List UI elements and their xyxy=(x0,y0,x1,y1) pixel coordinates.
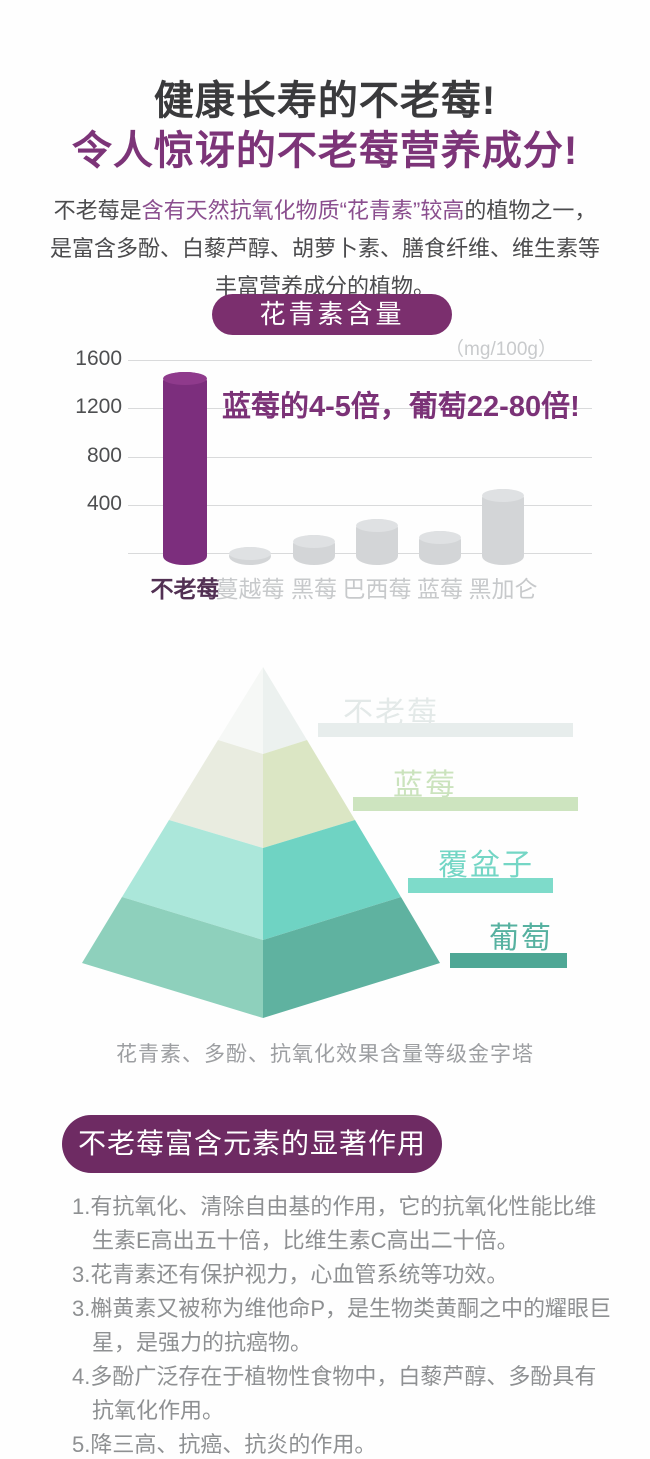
pyramid-bar-aronia xyxy=(318,723,573,737)
pyramid-tier4-right-face xyxy=(263,897,440,1018)
x-label-蓝莓: 蓝莓 xyxy=(417,576,463,602)
bar-黑莓 xyxy=(293,535,335,565)
bar-黑加仑 xyxy=(482,489,524,565)
bar-top-cap xyxy=(163,372,207,385)
x-label-黑加仑: 黑加仑 xyxy=(468,576,538,602)
gridline-1600 xyxy=(128,360,592,361)
bar-top-cap xyxy=(356,519,398,532)
x-label-黑莓: 黑莓 xyxy=(291,576,337,602)
chart-unit-label: （mg/100g） xyxy=(445,339,557,360)
pyramid-label-grape: 葡萄 xyxy=(489,922,553,955)
bar-top-cap xyxy=(419,531,461,544)
bar-巴西莓 xyxy=(356,519,398,565)
gridline-800 xyxy=(128,457,592,458)
pyramid-label-blueberry: 蓝莓 xyxy=(393,769,457,802)
chart-annotation: 蓝莓的4-5倍，葡萄22-80倍! xyxy=(222,391,580,423)
benefits-list: 1.有抗氧化、清除自由基的作用，它的抗氧化性能比维生素E高出五十倍，比维生素C高… xyxy=(72,1190,617,1459)
benefits-section-pill: 不老莓富含元素的显著作用 xyxy=(62,1115,442,1173)
pyramid-tier2-right-face xyxy=(263,740,355,848)
pyramid-bar-grape xyxy=(450,953,567,968)
bar-不老莓 xyxy=(163,372,207,565)
bar-top-cap xyxy=(482,489,524,502)
intro-text-pre: 不老莓是 xyxy=(53,198,142,223)
pyramid-tier3-right-face xyxy=(263,820,401,940)
pyramid-tier1-right-face xyxy=(263,667,307,754)
bar-top-cap xyxy=(293,535,335,548)
y-tick-400: 400 xyxy=(86,492,122,515)
x-label-巴西莓: 巴西莓 xyxy=(342,576,412,602)
pyramid-bar-blueberry xyxy=(353,797,578,811)
benefit-item: 4.多酚广泛存在于植物性食物中，白藜芦醇、多酚具有抗氧化作用。 xyxy=(72,1364,597,1423)
benefit-item: 5.降三高、抗癌、抗炎的作用。 xyxy=(72,1432,377,1457)
benefit-item: 3.槲黄素又被称为维他命P，是生物类黄酮之中的耀眼巨星，是强力的抗癌物。 xyxy=(72,1296,612,1355)
x-label-蔓越莓: 蔓越莓 xyxy=(215,576,285,602)
benefit-item: 1.有抗氧化、清除自由基的作用，它的抗氧化性能比维生素E高出五十倍，比维生素C高… xyxy=(72,1194,597,1253)
y-tick-800: 800 xyxy=(86,444,122,467)
pyramid-tier1-left-face xyxy=(218,667,263,754)
bar-蔓越莓 xyxy=(229,547,271,565)
benefit-item: 3.花青素还有保护视力，心血管系统等功效。 xyxy=(72,1262,509,1287)
chart-title-pill: 花青素含量 xyxy=(212,294,452,335)
bar-top-cap xyxy=(229,547,271,560)
pyramid-tier2-left-face xyxy=(169,740,263,848)
y-tick-1200: 1200 xyxy=(75,395,122,418)
intro-text-highlight: 含有天然抗氧化物质“花青素”较高 xyxy=(141,198,465,223)
page-subtitle: 令人惊讶的不老莓营养成分! xyxy=(71,129,579,173)
y-tick-1600: 1600 xyxy=(75,347,122,370)
pyramid-label-raspberry: 覆盆子 xyxy=(438,849,534,882)
pyramid-tier4-left-face xyxy=(82,897,263,1018)
pyramid-tier3-left-face xyxy=(122,820,263,940)
page-title: 健康长寿的不老莓! xyxy=(153,79,497,123)
pyramid-caption: 花青素、多酚、抗氧化效果含量等级金字塔 xyxy=(116,1043,534,1066)
x-label-不老莓: 不老莓 xyxy=(150,576,220,602)
gridline-400 xyxy=(128,505,592,506)
content-pyramid-diagram xyxy=(82,667,440,1018)
bar-蓝莓 xyxy=(419,531,461,565)
pyramid-bar-raspberry xyxy=(408,878,553,893)
gridline-1200 xyxy=(128,408,592,409)
intro-paragraph: 不老莓是含有天然抗氧化物质“花青素”较高的植物之一，是富含多酚、白藜芦醇、胡萝卜… xyxy=(45,192,605,306)
